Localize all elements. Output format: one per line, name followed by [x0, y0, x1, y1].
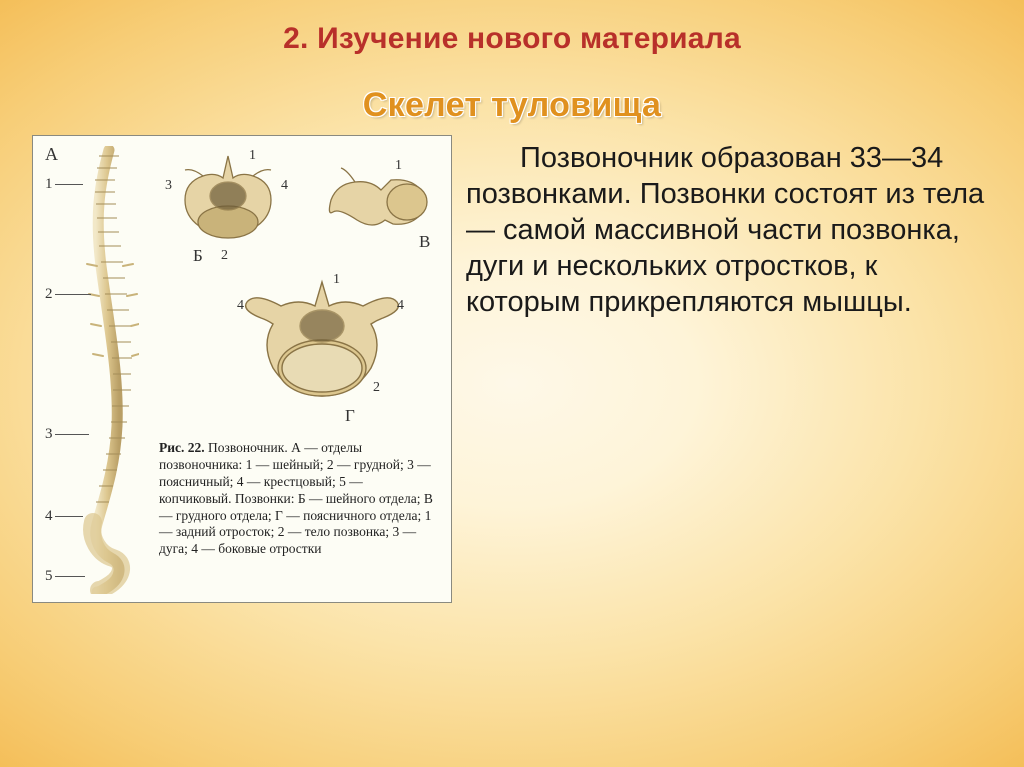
spine-section-5: 5 [45, 568, 53, 585]
paragraph-text: Позвоночник образован 33—34 позвонками. … [466, 142, 984, 318]
figure-label-v: В [419, 232, 430, 252]
vertebra-v: 1 В [321, 160, 441, 260]
figure-label-a: А [45, 144, 58, 165]
leader-line [55, 516, 83, 517]
caption-body: А — отделы позвоночника: 1 — шейный; 2 —… [159, 440, 433, 556]
caption-lead: Рис. 22. [159, 440, 205, 455]
leader-line [55, 434, 89, 435]
leader-line [55, 576, 85, 577]
content-row: А [0, 125, 1024, 603]
callout-2: 2 [221, 248, 228, 264]
spine-section-2: 2 [45, 286, 53, 303]
callout-4b: 4 [397, 298, 404, 314]
vertebra-b: 1 3 2 4 Б [163, 148, 293, 268]
spine-section-1: 1 [45, 176, 53, 193]
vertebra-g: 1 4 4 2 Г [237, 276, 407, 426]
section-heading: 2. Изучение нового материала [0, 0, 1024, 56]
callout-4: 4 [281, 178, 288, 194]
callout-3: 3 [165, 178, 172, 194]
callout-1: 1 [249, 148, 256, 164]
callout-1: 1 [395, 158, 402, 174]
spine-section-4: 4 [45, 508, 53, 525]
figure-label-g: Г [345, 406, 355, 426]
callout-2: 2 [373, 380, 380, 396]
callout-1: 1 [333, 272, 340, 288]
callout-4: 4 [237, 298, 244, 314]
spine-illustration [69, 146, 139, 594]
leader-line [55, 294, 91, 295]
slide-title: Скелет туловища [0, 86, 1024, 125]
spine-section-3: 3 [45, 426, 53, 443]
figure-caption: Рис. 22. Позвоночник. А — отделы позвоно… [159, 440, 437, 558]
body-text: Позвоночник образован 33—34 позвонками. … [466, 135, 1006, 321]
leader-line [55, 184, 83, 185]
anatomy-figure: А [32, 135, 452, 603]
figure-label-b: Б [193, 246, 203, 266]
caption-title: Позвоночник. [208, 440, 288, 455]
